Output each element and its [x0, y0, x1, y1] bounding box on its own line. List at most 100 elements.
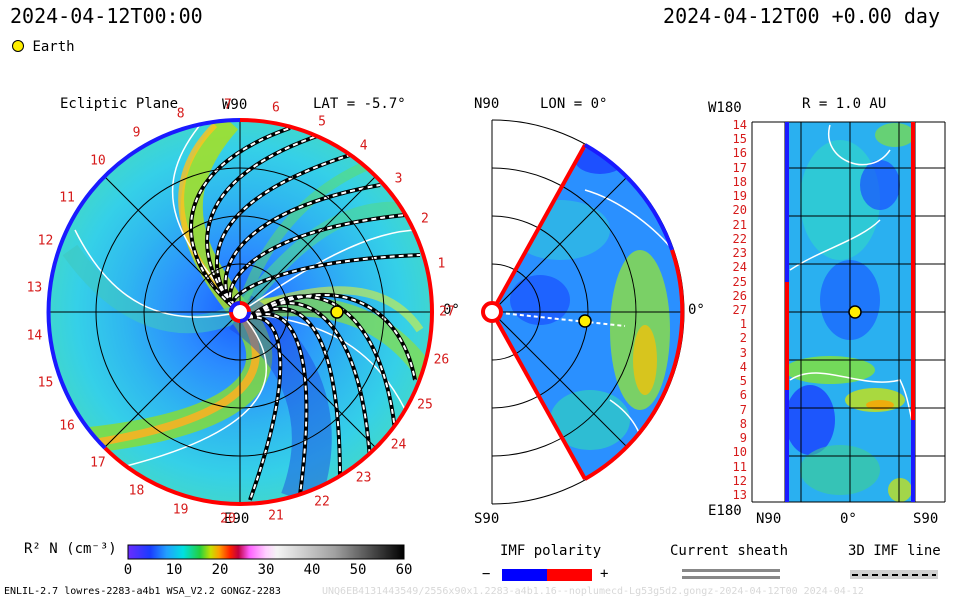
- ecliptic-tick-23: 23: [355, 470, 372, 486]
- current-sheath-title: Current sheath: [670, 543, 789, 559]
- map-row-label-23: 23: [732, 246, 747, 261]
- meridional-zero-label: 0°: [688, 302, 705, 318]
- ecliptic-tick-12: 12: [37, 233, 54, 249]
- ecliptic-e90-label: E90: [224, 511, 250, 527]
- ecliptic-panel: [46, 118, 434, 506]
- map-earth-marker: [848, 305, 862, 319]
- ecliptic-tick-17: 17: [90, 455, 106, 471]
- map-r-label: R = 1.0 AU: [802, 96, 887, 112]
- ecliptic-tick-7: 7: [224, 97, 232, 113]
- ecliptic-tick-2: 2: [421, 211, 429, 227]
- colorbar-tick-60: 60: [395, 562, 413, 578]
- map-row-label-27: 27: [732, 303, 747, 317]
- earth-icon: [12, 40, 24, 52]
- map-bottom-zero: 0°: [840, 511, 857, 527]
- ecliptic-tick-10: 10: [90, 153, 106, 169]
- ecliptic-positive-border: [239, 118, 434, 506]
- ecliptic-density-features: [62, 120, 432, 504]
- map-row-label-9: 9: [739, 431, 747, 446]
- imf-positive-swatch: [547, 569, 592, 581]
- ecliptic-tick-13: 13: [26, 280, 43, 296]
- meridional-south-edge: [490, 311, 587, 480]
- ecliptic-tick-11: 11: [59, 190, 75, 206]
- colorbar-tick-40: 40: [303, 562, 321, 578]
- current-sheath-swatch: [682, 569, 780, 572]
- map-row-label-5: 5: [739, 374, 747, 389]
- imf-plus-label: +: [600, 566, 609, 582]
- map-row-label-15: 15: [732, 132, 747, 147]
- map-row-label-6: 6: [739, 388, 747, 403]
- map-bottom-s90: S90: [913, 511, 939, 527]
- ecliptic-tick-21: 21: [268, 508, 284, 524]
- map-row-label-22: 22: [732, 231, 747, 246]
- ecliptic-tick-20: 20: [220, 511, 236, 527]
- map-row-label-16: 16: [732, 146, 747, 161]
- imf-negative-swatch: [502, 569, 547, 581]
- footer-run-info: ENLIL-2.7 lowres-2283-a4b1 WSA_V2.2 GONG…: [4, 586, 281, 597]
- colorbar-tick-20: 20: [211, 562, 229, 578]
- map-bottom-n90: N90: [756, 511, 782, 527]
- ecliptic-title: Ecliptic Plane: [60, 96, 179, 112]
- map-row-label-8: 8: [739, 416, 747, 431]
- meridional-earth-marker: [578, 314, 592, 328]
- earth-legend-label: Earth: [32, 39, 75, 55]
- ecliptic-w90-label: W90: [222, 97, 248, 113]
- colorbar-tick-50: 50: [349, 562, 367, 578]
- meridional-north-edge: [490, 144, 587, 313]
- map-row-label-17: 17: [732, 160, 747, 175]
- map-row-label-13: 13: [732, 488, 747, 502]
- ecliptic-tick-4: 4: [359, 138, 368, 154]
- map-row-label-14: 14: [732, 118, 747, 132]
- map-row-label-21: 21: [732, 217, 747, 232]
- map-row-label-3: 3: [739, 345, 747, 360]
- colorbar-tick-0: 0: [123, 562, 133, 578]
- imf-polarity-title: IMF polarity: [500, 543, 602, 559]
- ecliptic-tick-8: 8: [176, 106, 185, 122]
- map-row-label-20: 20: [732, 203, 747, 218]
- map-e180-label: E180: [708, 503, 742, 519]
- map-row-label-19: 19: [732, 189, 747, 204]
- map-row-label-25: 25: [732, 274, 747, 289]
- map-w180-label: W180: [708, 100, 742, 116]
- ecliptic-tick-27: 27: [439, 304, 455, 320]
- ecliptic-tick-22: 22: [314, 494, 330, 510]
- map-row-label-2: 2: [739, 331, 747, 346]
- ecliptic-tick-19: 19: [172, 502, 189, 518]
- ecliptic-zero-label: 0°: [443, 302, 460, 318]
- right-timestamp: 2024-04-12T00 +0.00 day: [663, 4, 940, 28]
- ecliptic-tick-25: 25: [417, 397, 433, 413]
- ecliptic-tick-14: 14: [26, 328, 43, 344]
- ecliptic-lat-label: LAT = -5.7°: [313, 96, 406, 112]
- imf-line-title: 3D IMF line: [848, 543, 941, 559]
- colorbar-label: R² N (cm⁻³): [24, 541, 117, 557]
- ecliptic-tick-16: 16: [59, 418, 75, 434]
- meridional-panel: [481, 119, 685, 505]
- colorbar-tick-30: 30: [257, 562, 275, 578]
- map-row-label-11: 11: [732, 459, 747, 474]
- colorbar-gradient: [127, 544, 405, 560]
- map-row-label-26: 26: [732, 288, 747, 303]
- ecliptic-tick-1: 1: [437, 256, 446, 272]
- meridional-sun: [481, 301, 503, 323]
- map-row-label-1: 1: [739, 317, 747, 332]
- left-timestamp: 2024-04-12T00:00: [10, 4, 203, 28]
- ecliptic-tick-15: 15: [37, 375, 54, 391]
- imf-minus-label: −: [482, 566, 491, 582]
- ecliptic-tick-6: 6: [272, 100, 280, 116]
- ecliptic-tick-26: 26: [433, 352, 450, 368]
- ecliptic-tick-18: 18: [128, 483, 145, 499]
- ecliptic-tick-9: 9: [132, 125, 141, 141]
- map-row-label-12: 12: [732, 473, 747, 488]
- earth-legend: Earth: [12, 39, 75, 55]
- colorbar-tick-10: 10: [165, 562, 183, 578]
- ecliptic-tick-5: 5: [318, 114, 326, 130]
- map-row-label-24: 24: [732, 260, 747, 275]
- map-row-label-4: 4: [739, 359, 747, 374]
- map-panel: [751, 121, 946, 503]
- ecliptic-negative-border: [46, 118, 241, 450]
- meridional-s90-label: S90: [474, 511, 500, 527]
- map-row-label-18: 18: [732, 174, 747, 189]
- ecliptic-earth-marker: [330, 305, 344, 319]
- meridional-n90-label: N90: [474, 96, 500, 112]
